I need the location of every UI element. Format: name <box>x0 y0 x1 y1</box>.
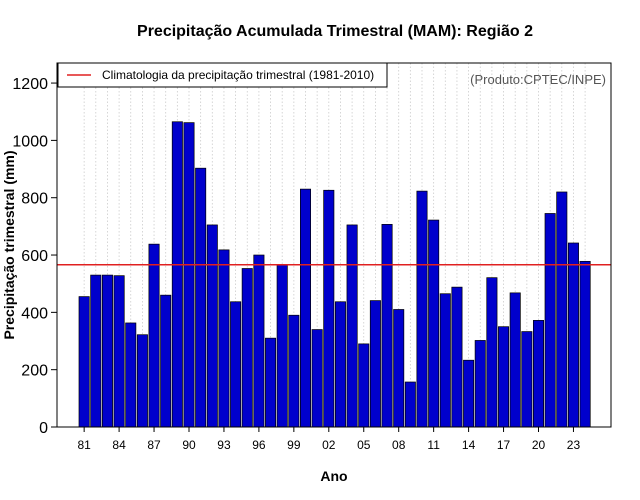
bar <box>183 122 195 428</box>
bar <box>532 320 544 428</box>
bar <box>416 190 428 428</box>
bar <box>136 334 148 428</box>
bar <box>90 274 102 428</box>
x-tick-label: 20 <box>532 438 546 452</box>
bar <box>544 213 556 428</box>
bar <box>311 329 323 428</box>
bar <box>195 167 207 428</box>
bar <box>218 249 230 428</box>
x-tick-label: 81 <box>77 438 91 452</box>
bar <box>230 301 242 428</box>
bar <box>78 296 90 428</box>
x-tick-label: 90 <box>182 438 196 452</box>
legend-label: Climatologia da precipitação trimestral … <box>102 68 374 82</box>
bar <box>358 343 370 428</box>
bar <box>428 219 440 428</box>
x-tick-label: 93 <box>217 438 231 452</box>
bar <box>323 189 335 428</box>
y-tick-label: 800 <box>21 191 48 208</box>
bar <box>265 337 277 428</box>
bar <box>206 224 218 428</box>
bar <box>334 301 346 428</box>
credit-text: (Produto:CPTEC/INPE) <box>470 72 606 87</box>
x-tick-label: 11 <box>427 438 440 452</box>
x-tick-label: 23 <box>567 438 581 452</box>
bar <box>381 224 393 428</box>
y-tick-label: 400 <box>21 305 48 322</box>
legend: Climatologia da precipitação trimestral … <box>57 62 388 88</box>
x-tick-label: 05 <box>357 438 371 452</box>
x-tick-label: 14 <box>462 438 476 452</box>
y-axis-title: Precipitação trimestral (mm) <box>1 150 17 339</box>
bar <box>556 191 568 428</box>
x-tick-label: 96 <box>252 438 266 452</box>
bar <box>463 359 475 428</box>
y-tick-label: 0 <box>39 420 48 437</box>
x-tick-label: 99 <box>287 438 301 452</box>
x-tick-label: 87 <box>147 438 161 452</box>
y-tick-label: 600 <box>21 248 48 265</box>
bar <box>451 286 463 428</box>
bar <box>404 381 416 428</box>
bar <box>160 294 172 428</box>
bar <box>288 314 300 428</box>
bar <box>393 309 405 428</box>
bar <box>125 322 137 428</box>
chart-title: Precipitação Acumulada Trimestral (MAM):… <box>137 23 533 40</box>
x-tick-label: 84 <box>112 438 126 452</box>
bar <box>567 242 579 428</box>
x-axis: 81 84 87 90 93 96 99 02 05 08 11 14 17 20 23 <box>77 427 580 452</box>
bar <box>300 188 312 428</box>
legend-box <box>57 62 388 88</box>
bars <box>78 121 591 428</box>
bar <box>276 264 288 428</box>
bar <box>101 274 113 428</box>
bar <box>113 275 125 428</box>
x-axis-title: Ano <box>320 468 347 484</box>
grid-lines <box>83 63 586 427</box>
bar <box>509 292 521 428</box>
bar <box>253 254 265 428</box>
bar <box>579 260 591 428</box>
bar <box>474 340 486 428</box>
bar <box>241 268 253 428</box>
bar <box>521 331 533 428</box>
bar <box>369 300 381 428</box>
bar <box>498 326 510 428</box>
bar <box>346 224 358 428</box>
y-tick-label: 1000 <box>12 133 48 150</box>
y-tick-label: 200 <box>21 363 48 380</box>
bar <box>171 121 183 428</box>
bar <box>486 277 498 428</box>
bar <box>148 243 160 428</box>
bar <box>439 293 451 428</box>
x-tick-label: 08 <box>392 438 406 452</box>
y-tick-label: 1200 <box>12 76 48 93</box>
x-tick-label: 02 <box>322 438 336 452</box>
y-axis: 0 200 400 600 800 1000 1200 <box>12 76 57 437</box>
x-tick-label: 17 <box>497 438 511 452</box>
